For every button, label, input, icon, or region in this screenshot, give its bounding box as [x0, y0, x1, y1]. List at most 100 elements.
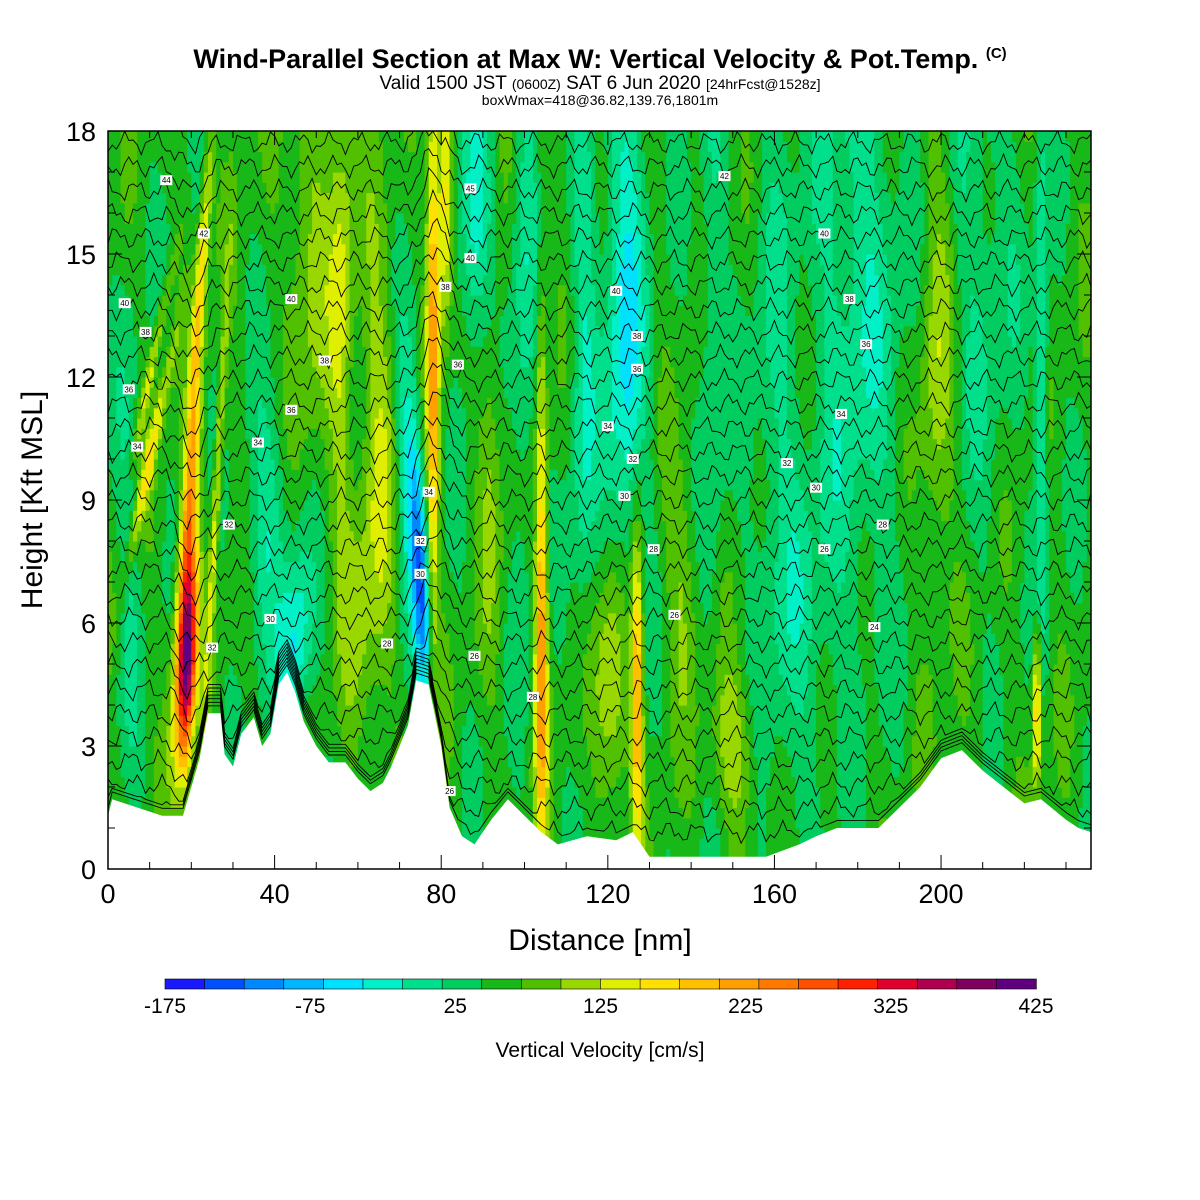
field-cell — [370, 530, 376, 542]
field-cell — [312, 469, 317, 481]
field-cell — [137, 243, 142, 255]
field-cell — [357, 530, 363, 542]
field-cell — [237, 233, 242, 245]
field-cell — [178, 643, 184, 655]
field-cell — [324, 602, 330, 614]
field-cell — [257, 684, 263, 696]
field-cell — [382, 397, 388, 409]
field-cell — [153, 735, 159, 747]
field-cell — [312, 520, 317, 532]
field-cell — [128, 510, 134, 522]
field-cell — [120, 694, 126, 706]
field-cell — [145, 766, 151, 778]
field-cell — [295, 438, 301, 450]
field-cell — [137, 500, 142, 511]
field-cell — [132, 602, 138, 614]
field-cell — [324, 295, 330, 306]
field-cell — [232, 551, 238, 563]
field-cell — [253, 274, 259, 286]
field-cell — [249, 223, 255, 235]
field-cell — [257, 653, 263, 665]
field-cell — [128, 305, 134, 317]
field-cell — [187, 264, 192, 276]
field-cell — [157, 551, 163, 563]
field-cell — [120, 715, 126, 727]
field-cell — [120, 233, 126, 245]
field-cell — [212, 623, 217, 634]
field-cell — [162, 131, 167, 142]
field-cell — [195, 356, 201, 368]
field-cell — [320, 459, 326, 470]
field-cell — [266, 387, 272, 399]
field-cell — [312, 418, 317, 429]
field-cell — [387, 387, 392, 399]
field-cell — [153, 715, 159, 727]
field-cell — [166, 325, 172, 337]
field-cell — [170, 305, 176, 317]
field-cell — [391, 561, 397, 573]
field-cell — [262, 172, 267, 183]
field-cell — [212, 653, 217, 665]
field-cell — [316, 469, 322, 481]
field-cell — [116, 284, 122, 296]
field-cell — [182, 254, 188, 265]
field-cell — [266, 264, 272, 276]
field-cell — [282, 315, 288, 327]
field-cell — [382, 284, 388, 296]
field-cell — [307, 336, 313, 347]
field-cell — [157, 510, 163, 522]
field-cell — [395, 694, 401, 706]
field-cell — [320, 633, 326, 645]
field-cell — [199, 264, 205, 276]
field-cell — [307, 438, 313, 450]
field-cell — [166, 131, 172, 142]
field-cell — [216, 223, 222, 235]
field-cell — [170, 520, 176, 532]
field-cell — [137, 182, 142, 194]
field-cell — [349, 520, 355, 532]
field-cell — [382, 766, 388, 778]
field-cell — [345, 459, 351, 470]
field-cell — [249, 407, 255, 419]
field-cell — [220, 500, 226, 511]
field-cell — [253, 151, 259, 163]
field-cell — [274, 202, 280, 214]
field-cell — [212, 284, 217, 296]
field-cell — [332, 592, 338, 604]
field-cell — [203, 510, 209, 522]
field-cell — [374, 612, 380, 624]
field-cell — [370, 336, 376, 347]
field-cell — [132, 592, 138, 604]
field-cell — [108, 500, 113, 511]
field-cell — [224, 305, 230, 317]
field-cell — [378, 530, 384, 542]
field-cell — [278, 438, 284, 450]
field-cell — [137, 254, 142, 265]
field-cell — [345, 264, 351, 276]
field-cell — [182, 653, 188, 665]
field-cell — [307, 602, 313, 614]
field-cell — [287, 561, 292, 573]
field-cell — [266, 223, 272, 235]
field-cell — [303, 530, 309, 542]
field-cell — [357, 541, 363, 552]
field-cell — [257, 469, 263, 481]
field-cell — [332, 192, 338, 204]
field-cell — [149, 735, 155, 747]
field-cell — [199, 469, 205, 481]
field-cell — [153, 315, 159, 327]
field-cell — [320, 397, 326, 409]
field-cell — [270, 243, 276, 255]
field-cell — [116, 418, 122, 429]
field-cell — [228, 428, 234, 440]
field-cell — [174, 602, 180, 614]
field-cell — [191, 633, 197, 645]
field-cell — [316, 346, 322, 358]
field-cell — [174, 623, 180, 634]
field-cell — [228, 233, 234, 245]
field-cell — [182, 315, 188, 327]
field-cell — [220, 387, 226, 399]
field-cell — [349, 674, 355, 686]
field-cell — [170, 407, 176, 419]
field-cell — [199, 387, 205, 399]
